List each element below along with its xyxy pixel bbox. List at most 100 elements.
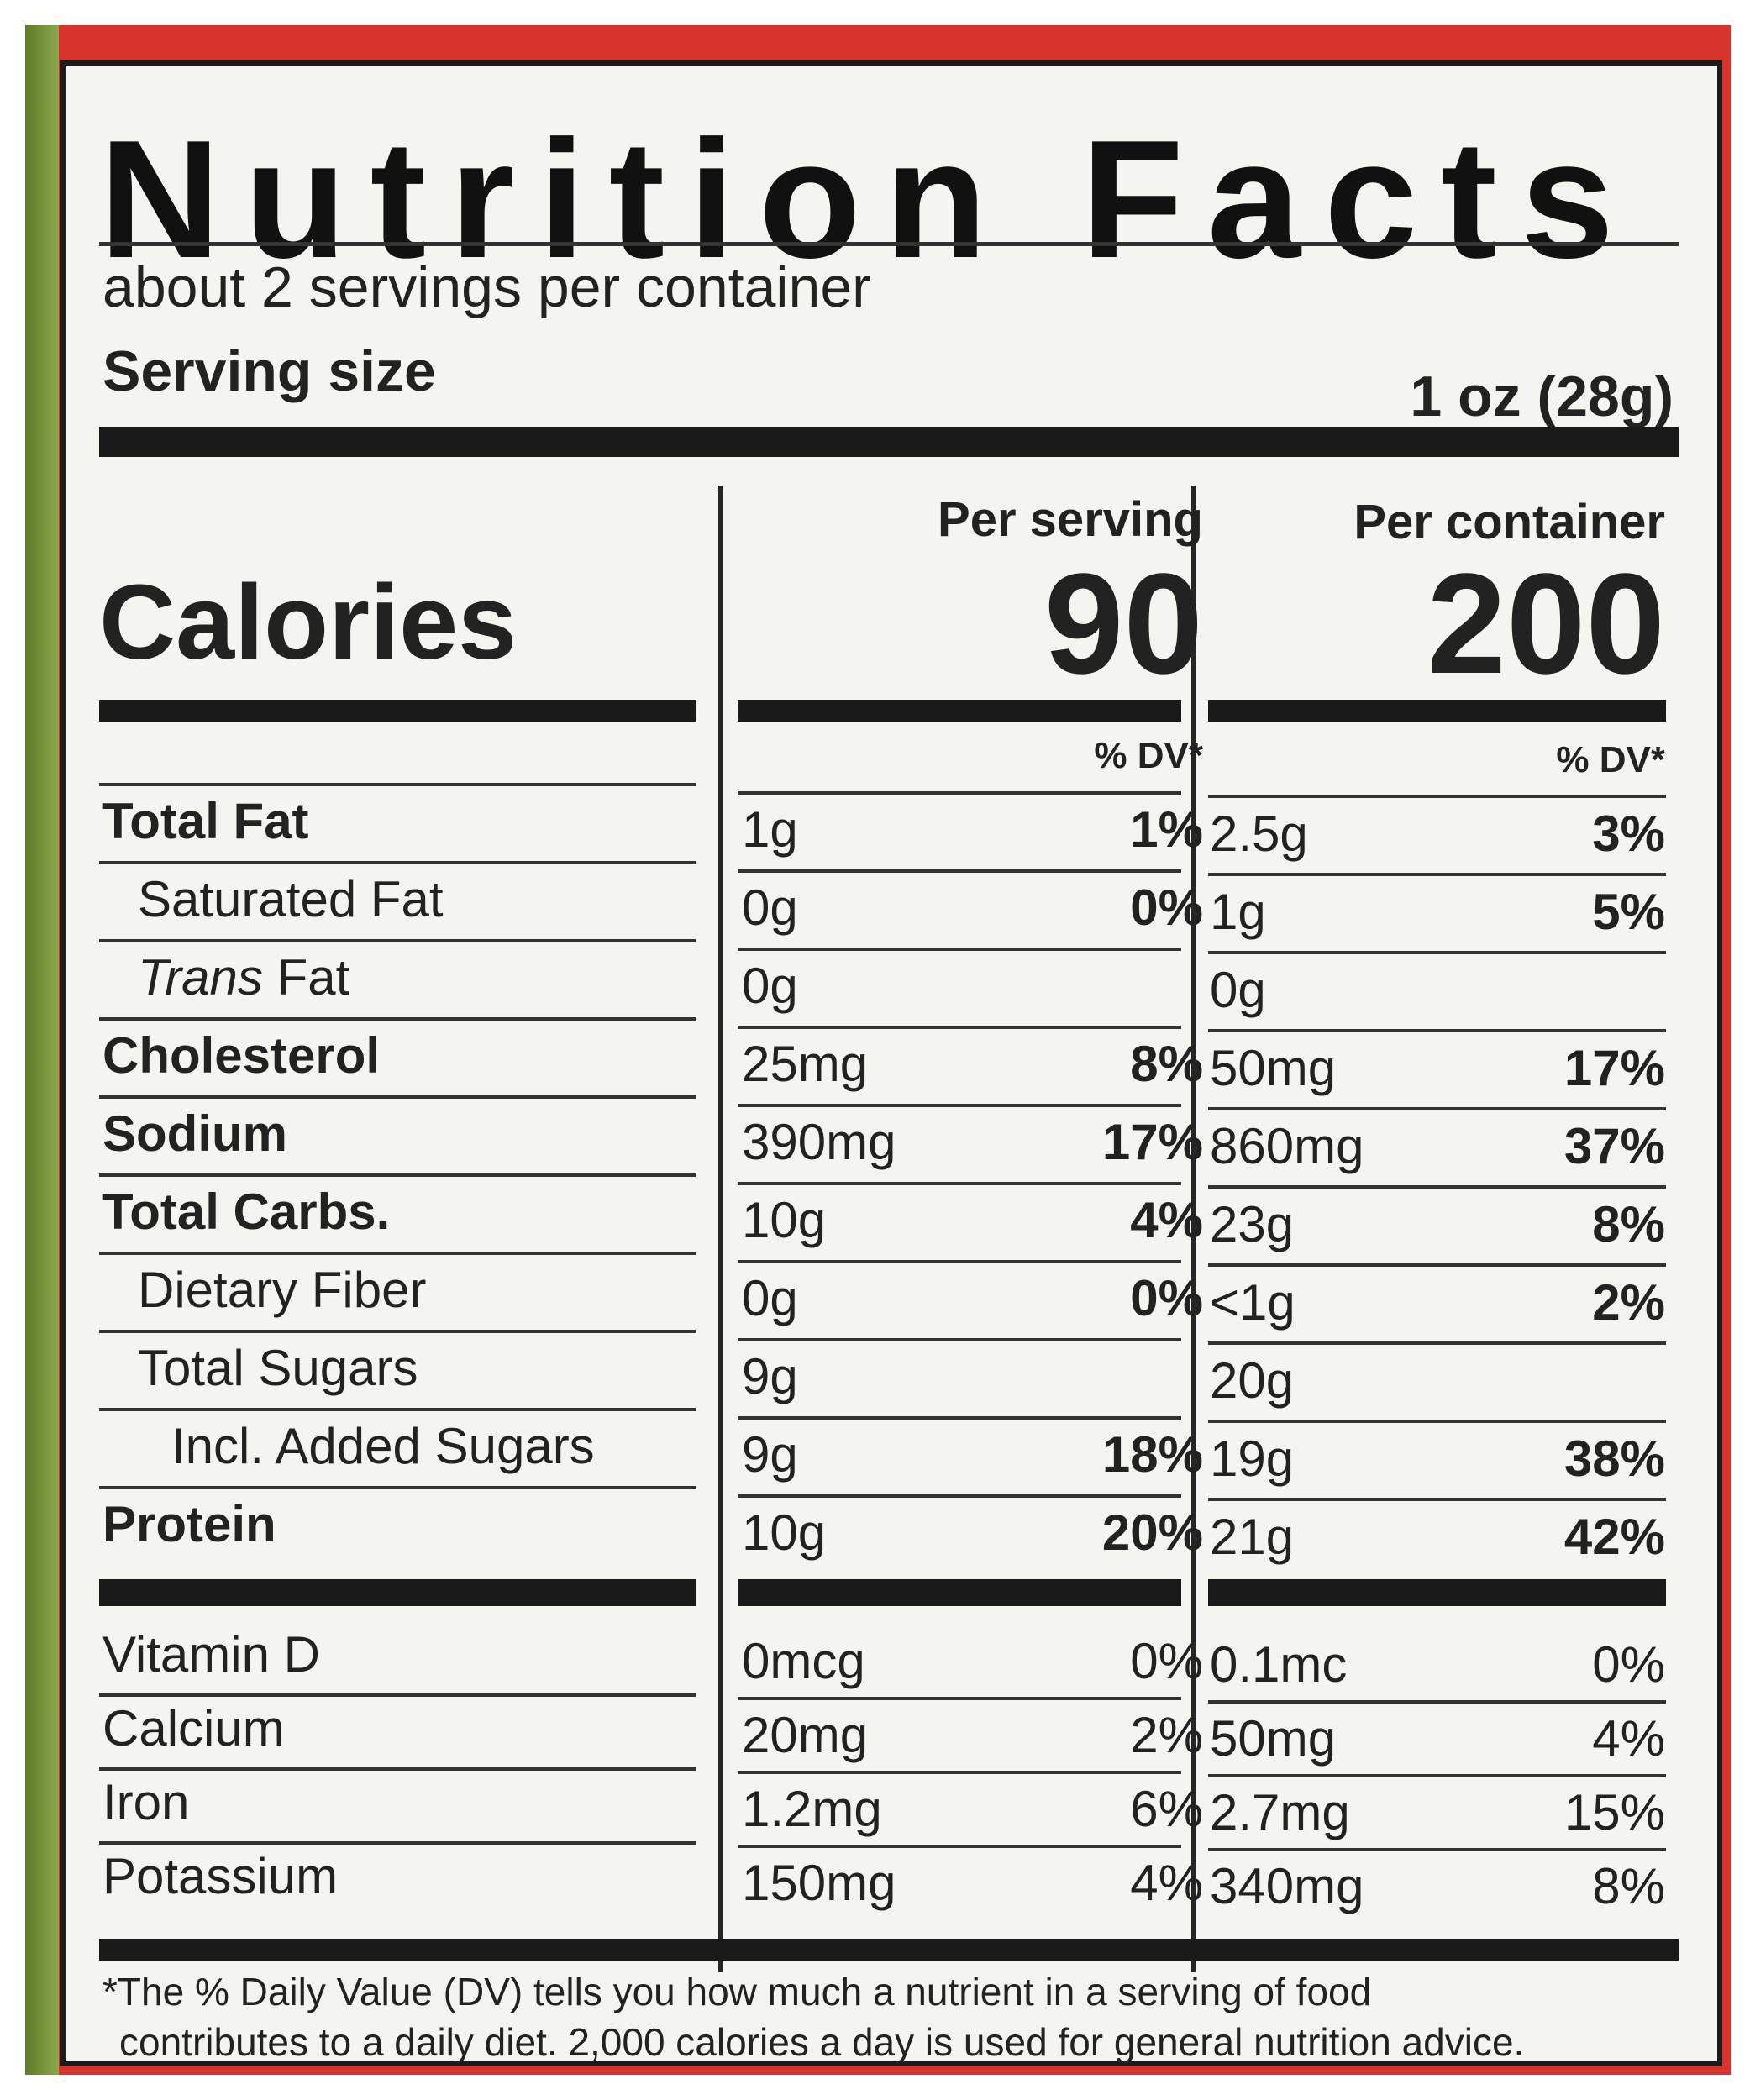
nutrient-name: Cholesterol: [102, 1027, 381, 1084]
serving-dv: 0%: [1130, 879, 1203, 936]
nutrient-name: Protein: [102, 1496, 276, 1552]
vitamin-serving-amount: 150mg: [742, 1855, 896, 1911]
nutrient-name: Total Fat: [102, 793, 309, 849]
nutrient-name: Incl. Added Sugars: [171, 1418, 595, 1474]
container-amount: <1g: [1210, 1274, 1295, 1331]
serving-size-value: 1 oz (28g): [1410, 365, 1674, 428]
serving-dv: 0%: [1130, 1270, 1203, 1326]
calories-rule-middle: [738, 700, 1181, 722]
vitamins-rule-middle: [738, 1579, 1181, 1606]
row-separator-right: [1208, 951, 1666, 954]
label-title: Nutrition Facts: [99, 106, 1638, 293]
row-separator-left: [99, 783, 696, 786]
vitamin-separator-right: [1208, 1700, 1666, 1704]
vitamin-name: Vitamin D: [102, 1626, 320, 1683]
trans-fat-label: Fat: [262, 949, 350, 1005]
vitamin-container-dv: 8%: [1592, 1858, 1665, 1914]
container-amount: 19g: [1210, 1431, 1295, 1487]
row-separator-middle: [738, 948, 1181, 951]
column-divider-left: [718, 486, 723, 1972]
serving-amount: 9g: [742, 1426, 798, 1483]
vitamin-serving-dv: 4%: [1130, 1855, 1203, 1911]
vitamin-separator-middle: [738, 1845, 1181, 1848]
vitamin-serving-dv: 2%: [1130, 1707, 1203, 1763]
vitamin-separator-right: [1208, 1774, 1666, 1777]
row-separator-left: [99, 1330, 696, 1333]
row-separator-middle: [738, 1026, 1181, 1029]
serving-amount: 10g: [742, 1504, 827, 1561]
serving-amount: 10g: [742, 1192, 827, 1248]
row-separator-left: [99, 1252, 696, 1255]
serving-amount: 1g: [742, 801, 798, 858]
calories-rule-right: [1208, 700, 1666, 722]
container-dv: 17%: [1563, 1040, 1665, 1096]
container-dv: 38%: [1563, 1431, 1665, 1487]
container-dv: 8%: [1592, 1196, 1665, 1252]
container-amount: 23g: [1210, 1196, 1295, 1252]
vitamins-rule-left: [99, 1579, 696, 1606]
serving-size-label: Serving size: [102, 339, 436, 403]
serving-amount: 0g: [742, 958, 798, 1014]
vitamin-container-amount: 2.7mg: [1210, 1784, 1350, 1840]
container-dv: 42%: [1563, 1509, 1665, 1565]
container-dv: 5%: [1592, 884, 1665, 940]
nutrient-name: Sodium: [102, 1105, 287, 1162]
vitamin-container-dv: 4%: [1592, 1710, 1665, 1767]
nutrition-label: Nutrition Facts about 2 servings per con…: [60, 60, 1722, 2066]
serving-dv: 4%: [1130, 1192, 1203, 1248]
container-amount: 50mg: [1210, 1040, 1337, 1096]
calories-per-serving: 90: [1043, 544, 1203, 704]
nutrient-name: Dietary Fiber: [138, 1262, 427, 1318]
serving-amount: 25mg: [742, 1036, 869, 1092]
vitamin-name: Iron: [102, 1774, 190, 1830]
serving-dv: 8%: [1130, 1036, 1203, 1092]
container-amount: 0g: [1210, 962, 1266, 1018]
container-amount: 860mg: [1210, 1118, 1364, 1174]
vitamin-serving-amount: 20mg: [742, 1707, 869, 1763]
row-separator-left: [99, 1017, 696, 1021]
container-dv: 2%: [1592, 1274, 1665, 1331]
row-separator-left: [99, 1095, 696, 1099]
row-separator-left: [99, 861, 696, 864]
serving-amount: 390mg: [742, 1114, 896, 1170]
row-separator-middle: [738, 1182, 1181, 1185]
row-separator-right: [1208, 1107, 1666, 1110]
row-separator-right: [1208, 1498, 1666, 1501]
row-separator-middle: [738, 1338, 1181, 1341]
calories-label: Calories: [99, 563, 518, 681]
vitamin-separator-left: [99, 1841, 696, 1845]
serving-amount: 0g: [742, 879, 798, 936]
servings-per-container: about 2 servings per container: [102, 255, 871, 319]
row-separator-left: [99, 1173, 696, 1177]
row-separator-middle: [738, 869, 1181, 873]
trans-italic-label: Trans: [138, 949, 263, 1005]
vitamin-serving-amount: 1.2mg: [742, 1781, 882, 1837]
row-separator-right: [1208, 1263, 1666, 1267]
footnote-thick-rule: [99, 1939, 1679, 1961]
container-dv: 37%: [1563, 1118, 1665, 1174]
calories-per-container: 200: [1427, 544, 1665, 704]
dv-header-container: % DV*: [1556, 739, 1665, 780]
vitamin-container-dv: 15%: [1563, 1784, 1665, 1840]
serving-amount: 0g: [742, 1270, 798, 1326]
vitamin-container-amount: 50mg: [1210, 1710, 1337, 1767]
title-rule: [99, 242, 1679, 246]
serving-dv: 17%: [1101, 1114, 1203, 1170]
container-amount: 20g: [1210, 1352, 1295, 1409]
per-container-header: Per container: [1353, 495, 1665, 549]
row-separator-middle: [738, 1104, 1181, 1107]
vitamin-separator-left: [99, 1693, 696, 1697]
dv-header-serving: % DV*: [1094, 735, 1203, 776]
row-separator-right: [1208, 873, 1666, 876]
row-separator-right: [1208, 1420, 1666, 1423]
footnote-line-1: *The % Daily Value (DV) tells you how mu…: [102, 1970, 1372, 2013]
vitamin-serving-dv: 0%: [1130, 1633, 1203, 1689]
column-divider-right: [1191, 486, 1196, 1972]
vitamin-separator-middle: [738, 1771, 1181, 1774]
row-separator-middle: [738, 1260, 1181, 1263]
serving-size-thick-rule: [99, 427, 1679, 457]
row-separator-right: [1208, 1185, 1666, 1189]
vitamin-name: Calcium: [102, 1700, 285, 1756]
calories-rule-left: [99, 700, 696, 722]
vitamin-separator-left: [99, 1767, 696, 1771]
